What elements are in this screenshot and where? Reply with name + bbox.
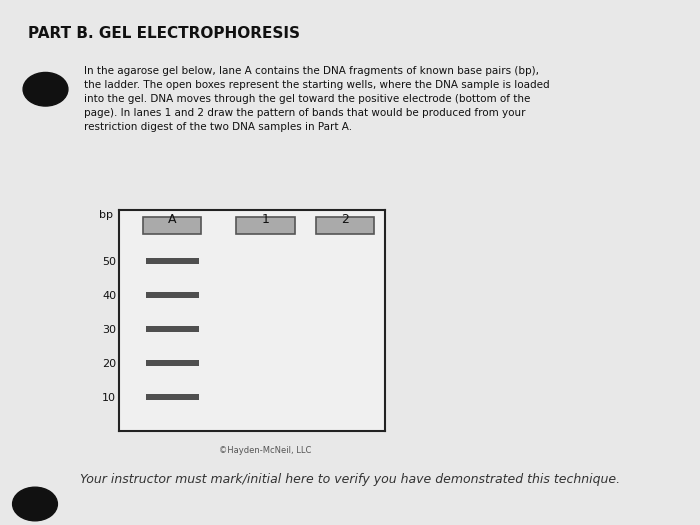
Text: A: A (168, 213, 176, 226)
Text: PART B. GEL ELECTROPHORESIS: PART B. GEL ELECTROPHORESIS (28, 26, 300, 41)
Bar (146, 292, 199, 298)
Bar (316, 217, 374, 234)
Text: ©Hayden-McNeil, LLC: ©Hayden-McNeil, LLC (219, 446, 312, 455)
Bar (146, 360, 199, 366)
Text: 8: 8 (39, 80, 52, 98)
Bar (146, 394, 199, 400)
Bar (236, 217, 295, 234)
Text: bp: bp (99, 210, 113, 220)
Bar (146, 258, 199, 264)
Text: In the agarose gel below, lane A contains the DNA fragments of known base pairs : In the agarose gel below, lane A contain… (84, 66, 550, 132)
Text: 2: 2 (341, 213, 349, 226)
Text: 9: 9 (29, 495, 41, 513)
Bar (143, 217, 202, 234)
Bar (146, 326, 199, 332)
Text: 1: 1 (261, 213, 270, 226)
Text: Your instructor must mark/initial here to verify you have demonstrated this tech: Your instructor must mark/initial here t… (80, 472, 620, 486)
